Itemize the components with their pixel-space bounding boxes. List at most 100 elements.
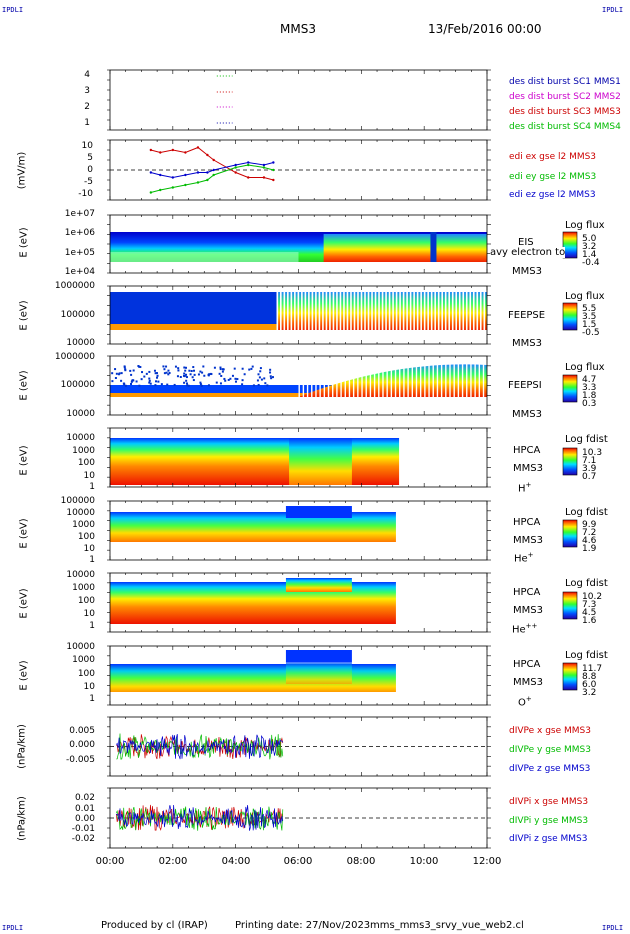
- feepsi-dot: [155, 380, 158, 383]
- feepsi-dot: [176, 375, 179, 378]
- feepsi-dot: [188, 369, 191, 372]
- feepsi-dot: [166, 383, 169, 386]
- feepse-gap-line: [343, 292, 345, 330]
- feepse-gap-line: [315, 292, 317, 330]
- feepsi-gap-line: [378, 360, 380, 397]
- feepsi-dot: [184, 366, 187, 369]
- x-tick-label: 02:00: [158, 856, 188, 867]
- feepse-gap-line: [381, 292, 384, 330]
- feepsi-dot: [123, 366, 126, 369]
- tick-label: 100000: [60, 310, 95, 320]
- feepsi-dot: [177, 369, 180, 372]
- tick-label: 1e+07: [64, 209, 95, 219]
- axis-ylabel: E (eV): [18, 370, 30, 401]
- edi-point: [206, 178, 209, 182]
- tick-label: 100: [77, 669, 95, 679]
- date-title: 13/Feb/2016 00:00: [428, 22, 542, 36]
- colorbar: [562, 231, 578, 259]
- edi-point: [262, 166, 266, 169]
- feepsi-dot: [192, 366, 195, 369]
- feepsi-dot: [165, 365, 168, 368]
- feepsi-dot: [189, 373, 192, 376]
- corner-label-top-left: IPDLI: [2, 6, 24, 14]
- feepsi-dot: [185, 382, 188, 385]
- feepsi-dot: [120, 379, 123, 382]
- hpca-o-spectrum: [110, 664, 396, 692]
- feepsi-dot: [260, 378, 263, 381]
- edi-point: [159, 188, 162, 192]
- tick-label: 10000: [66, 433, 95, 443]
- instrument-label: FEEPSI: [508, 380, 542, 391]
- feepsi-dot: [138, 384, 141, 387]
- tick-label: -5: [84, 177, 93, 187]
- feepsi-dot: [227, 378, 230, 381]
- legend-entry: dIVPi z gse MMS3: [509, 834, 588, 844]
- feepsi-dot: [197, 373, 200, 376]
- feepse-gap-line: [332, 292, 335, 330]
- feepse-gap-line: [283, 292, 286, 330]
- overlay-text: avy electron to: [490, 247, 566, 258]
- feepsi-dot: [207, 384, 210, 387]
- colorbar-title: Log fdist: [565, 434, 608, 445]
- hpca-he-spectrum: [110, 512, 396, 542]
- feepse-gap-line: [392, 292, 394, 330]
- instrument-label: HPCA: [513, 517, 541, 528]
- feepsi-dot: [124, 369, 127, 372]
- feepsi-dot: [156, 376, 159, 379]
- tick-label: 0.00: [74, 814, 95, 824]
- feepsi-gap-line: [482, 360, 485, 397]
- feepse-floor: [110, 324, 387, 330]
- axis-ylabel: E (eV): [18, 588, 30, 619]
- feepsi-dot: [114, 377, 117, 380]
- colorbar-tick: 9.9: [582, 520, 597, 530]
- edi-point: [247, 161, 250, 164]
- feepsi-dot: [148, 379, 151, 382]
- feepsi-gap-line: [306, 360, 309, 397]
- feepsi-dot: [209, 372, 212, 375]
- edi-point: [206, 171, 209, 174]
- feepsi-dot: [218, 372, 221, 375]
- tick-label: 10: [81, 141, 93, 151]
- footer-printing-date: Printing date: 27/Nov/2023: [235, 920, 371, 931]
- feepse-gap-line: [448, 292, 451, 330]
- feepsi-dot: [200, 384, 203, 387]
- hpca-hepp-spectrum: [110, 582, 396, 624]
- feepsi-gap-line: [361, 360, 363, 397]
- feepsi-dot: [122, 382, 125, 385]
- panel-frame: [109, 69, 488, 131]
- feepse-gap-line: [416, 292, 419, 330]
- feepse-gap-line: [280, 292, 282, 330]
- feepsi-dot: [182, 374, 185, 377]
- edi-point: [272, 161, 275, 164]
- colorbar-tick: 4.5: [582, 608, 597, 618]
- feepsi-dot: [148, 377, 151, 380]
- feepsi-dot: [185, 379, 188, 382]
- axis-ylabel: E (eV): [18, 445, 30, 476]
- feepsi-dot: [221, 370, 224, 373]
- colorbar: [562, 662, 578, 691]
- species-label: O+: [518, 695, 532, 709]
- spacecraft-label: MMS3: [512, 338, 542, 349]
- spectrogram-layer: [110, 231, 578, 692]
- spacecraft-label: MMS3: [512, 266, 542, 277]
- axis-ylabel: E (eV): [18, 300, 30, 331]
- legend-entry: dIVPi y gse MMS3: [509, 816, 589, 826]
- feepsi-gap-line: [424, 360, 426, 397]
- feepsi-dot: [203, 374, 206, 377]
- edi-point: [196, 146, 200, 149]
- tick-label: 1e+04: [64, 267, 95, 277]
- feepsi-dot: [250, 367, 253, 370]
- feepsi-dot: [193, 373, 196, 376]
- edi-point: [212, 173, 215, 177]
- colorbar-tick: 3.2: [582, 242, 597, 252]
- tick-label: 1: [89, 482, 95, 492]
- colorbar-tick: -0.4: [582, 258, 600, 268]
- feepsi-dot: [271, 376, 274, 379]
- feepsi-dot: [233, 367, 236, 370]
- tick-label: 100000: [60, 380, 95, 390]
- feepsi-gap-line: [348, 360, 351, 397]
- feepsi-gap-line: [386, 360, 388, 397]
- edi-point: [247, 176, 250, 179]
- colorbar-tick: 7.3: [582, 600, 597, 610]
- colorbar: [562, 302, 578, 331]
